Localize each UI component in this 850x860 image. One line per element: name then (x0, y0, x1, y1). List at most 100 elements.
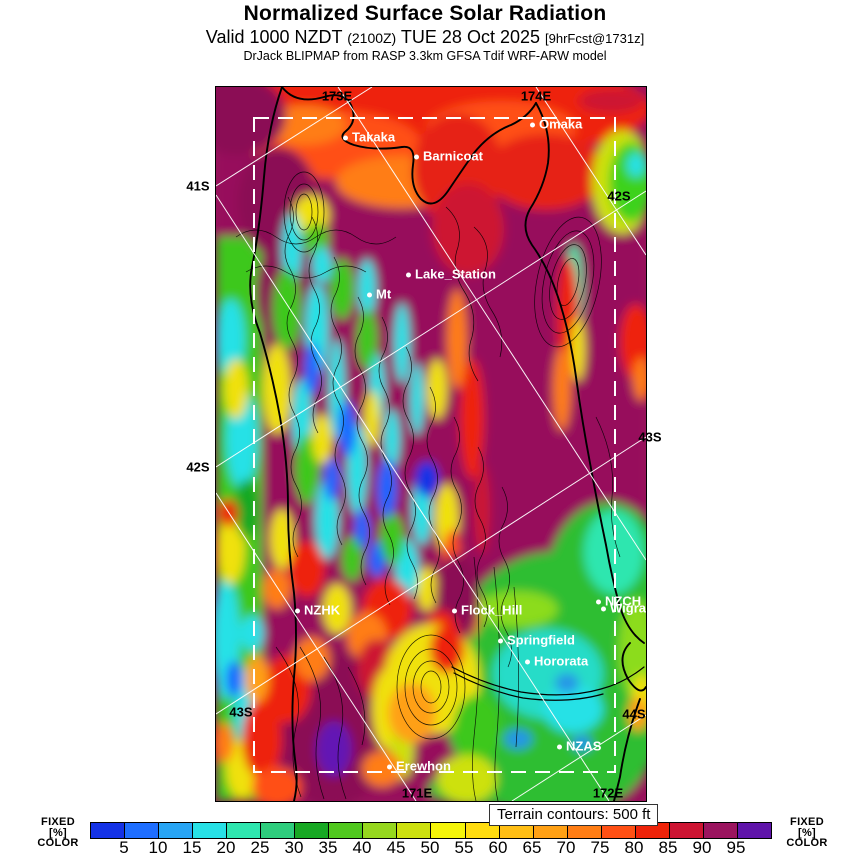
station-nzhk: NZHK (295, 603, 340, 618)
station-springfield: Springfield (498, 633, 575, 648)
colorbar-tick-25: 25 (250, 838, 270, 857)
valid-date: TUE 28 Oct 2025 (400, 27, 540, 48)
colorbar-fixed-label-right: FIXED [%] COLOR (786, 816, 828, 849)
station-label: Omaka (539, 116, 583, 132)
station-dot-icon (406, 272, 411, 278)
colorbar-tick-90: 90 (692, 838, 712, 857)
station-dot-icon (596, 599, 601, 605)
station-dot-icon (387, 764, 392, 770)
colorbar-segment-10 (397, 823, 432, 838)
colorbar-tick-95: 95 (726, 838, 746, 857)
colorbar-tick-85: 85 (658, 838, 678, 857)
colorbar-tick-5: 5 (119, 838, 129, 857)
colorbar-tick-80: 80 (624, 838, 644, 857)
page-title: Normalized Surface Solar Radiation (243, 2, 607, 25)
colorbar-segment-15 (567, 823, 602, 838)
colorbar-segment-17 (635, 823, 670, 838)
station-label: Barnicoat (423, 148, 483, 164)
station-dot-icon (498, 638, 503, 644)
colorbar-segment-9 (363, 823, 398, 838)
colorbar-segment-13 (499, 823, 534, 838)
colorbar-tick-65: 65 (522, 838, 542, 857)
forecast-tag: [9hrFcst@1731z] (545, 31, 645, 47)
colorbar-tick-50: 50 (420, 838, 440, 857)
station-hororata: Hororata (525, 654, 588, 669)
grid-label-42s: 42S (186, 459, 210, 475)
station-omaka: Omaka (530, 117, 582, 132)
station-layer: Takaka Barnicoat Omaka Lake_Station Mt NZHK Fl… (216, 87, 646, 801)
colorbar-segment-19 (703, 823, 738, 838)
station-label: Hororata (534, 653, 589, 669)
terrain-contours (235, 171, 621, 801)
colorbar-segment-18 (669, 823, 704, 838)
colorbar-segment-20 (737, 823, 771, 838)
valid-time-line: Valid 1000 NZDT (2100Z) TUE 28 Oct 2025 … (0, 27, 850, 48)
station-label: Lake_Station (415, 266, 496, 282)
station-label: Takaka (352, 129, 396, 145)
colorbar-tick-75: 75 (590, 838, 610, 857)
station-dot-icon (557, 744, 562, 750)
colorbar-tick-45: 45 (386, 838, 406, 857)
colorbar-segment-2 (125, 823, 160, 838)
colorbar-segment-7 (295, 823, 330, 838)
colorbar-segment-11 (431, 823, 466, 838)
station-lake_station: Lake_Station (406, 267, 496, 282)
station-nzch: NZCH (596, 594, 641, 609)
river (453, 672, 604, 701)
colorbar-segment-14 (533, 823, 568, 838)
station-dot-icon (414, 154, 419, 160)
station-dot-icon (452, 608, 457, 614)
radiation-color-field (216, 87, 646, 801)
colorbar-segment-8 (329, 823, 364, 838)
colorbar-fixed-label-left: FIXED [%] COLOR (37, 816, 79, 849)
station-label: Erewhon (396, 758, 451, 774)
station-dot-icon (343, 135, 348, 141)
station-barnicoat: Barnicoat (414, 149, 483, 164)
map-canvas (216, 87, 646, 801)
station-label: NZHK (304, 602, 341, 618)
station-dot-icon (295, 608, 300, 614)
model-line: DrJack BLIPMAP from RASP 3.3km GFSA Tdif… (243, 48, 607, 63)
colorbar-segment-4 (193, 823, 228, 838)
solar-radiation-map: Takaka Barnicoat Omaka Lake_Station Mt NZHK Fl… (215, 86, 647, 802)
station-wigram: Wigram (601, 600, 646, 616)
station-label: Mt (376, 286, 392, 302)
colorbar-segment-1 (91, 823, 126, 838)
station-label: Flock_Hill (461, 602, 523, 618)
valid-utc: (2100Z) (347, 30, 397, 47)
colorbar-tick-60: 60 (488, 838, 508, 857)
colorbar-tick-70: 70 (556, 838, 576, 857)
colorbar-segment-16 (601, 823, 636, 838)
colorbar-tick-20: 20 (216, 838, 236, 857)
valid-prefix: Valid 1000 NZDT (205, 27, 343, 48)
station-flock_hill: Flock_Hill (452, 603, 522, 618)
station-nzas: NZAS (557, 739, 601, 754)
graticule (216, 87, 646, 801)
station-label: NZAS (566, 738, 602, 754)
colorbar-segment-3 (159, 823, 194, 838)
colorbar-tick-40: 40 (352, 838, 372, 857)
station-mt: Mt (367, 287, 391, 302)
model-domain-box (253, 117, 616, 773)
station-takaka: Takaka (343, 130, 395, 145)
terrain-note: Terrain contours: 500 ft (489, 804, 659, 826)
colorbar-ticks: 5 10 15 20 25 30 35 40 45 50 55 60 65 70 75 80 85 90 95 (0, 838, 850, 858)
colorbar-tick-10: 10 (148, 838, 168, 857)
station-dot-icon (525, 659, 530, 665)
colorbar-tick-35: 35 (318, 838, 338, 857)
colorbar-tick-55: 55 (454, 838, 474, 857)
colorbar-tick-30: 30 (284, 838, 304, 857)
station-dot-icon (530, 122, 535, 128)
grid-label-41s: 41S (186, 178, 210, 194)
station-label: NZCH (605, 593, 642, 609)
station-dot-icon (601, 606, 606, 612)
station-label: Wigram (610, 600, 646, 616)
station-dot-icon (367, 292, 372, 298)
colorbar-segment-12 (465, 823, 500, 838)
station-erewhon: Erewhon (387, 759, 451, 774)
header: Normalized Surface Solar Radiation Valid… (0, 2, 850, 63)
station-label: Springfield (507, 632, 575, 648)
colorbar-segment-5 (227, 823, 262, 838)
colorbar (90, 822, 772, 839)
